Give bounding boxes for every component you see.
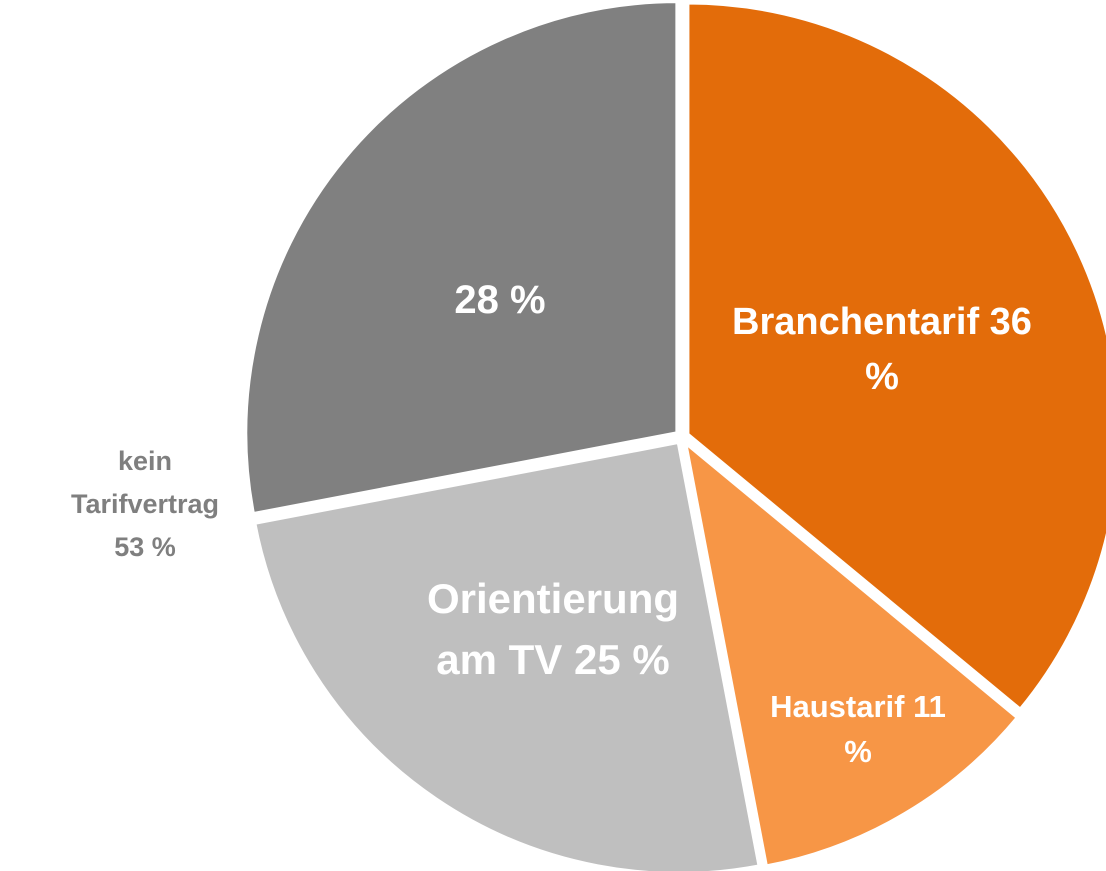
slice-label: Haustarif 11 % — [768, 685, 948, 775]
category-label: Orientierung am TV — [426, 575, 680, 683]
slice-label: 28 % — [400, 271, 600, 329]
pie-slice — [682, 437, 1021, 869]
pie-slice — [243, 0, 680, 517]
value-label: 25 % — [573, 636, 670, 683]
value-label: 28 % — [454, 278, 546, 322]
category-label: Haustarif — [770, 689, 905, 725]
annotation: kein Tarifvertrag 53 % — [70, 446, 220, 563]
category-label: Branchentarif — [732, 300, 980, 343]
slice-label: Branchentarif 36 % — [727, 295, 1037, 405]
pie-slice — [685, 0, 1106, 713]
pie-slice — [251, 439, 762, 871]
slice-label: Orientierung am TV 25 % — [403, 569, 703, 691]
value-label: 11 % — [844, 689, 946, 769]
value-label: 36 % — [865, 300, 1032, 398]
